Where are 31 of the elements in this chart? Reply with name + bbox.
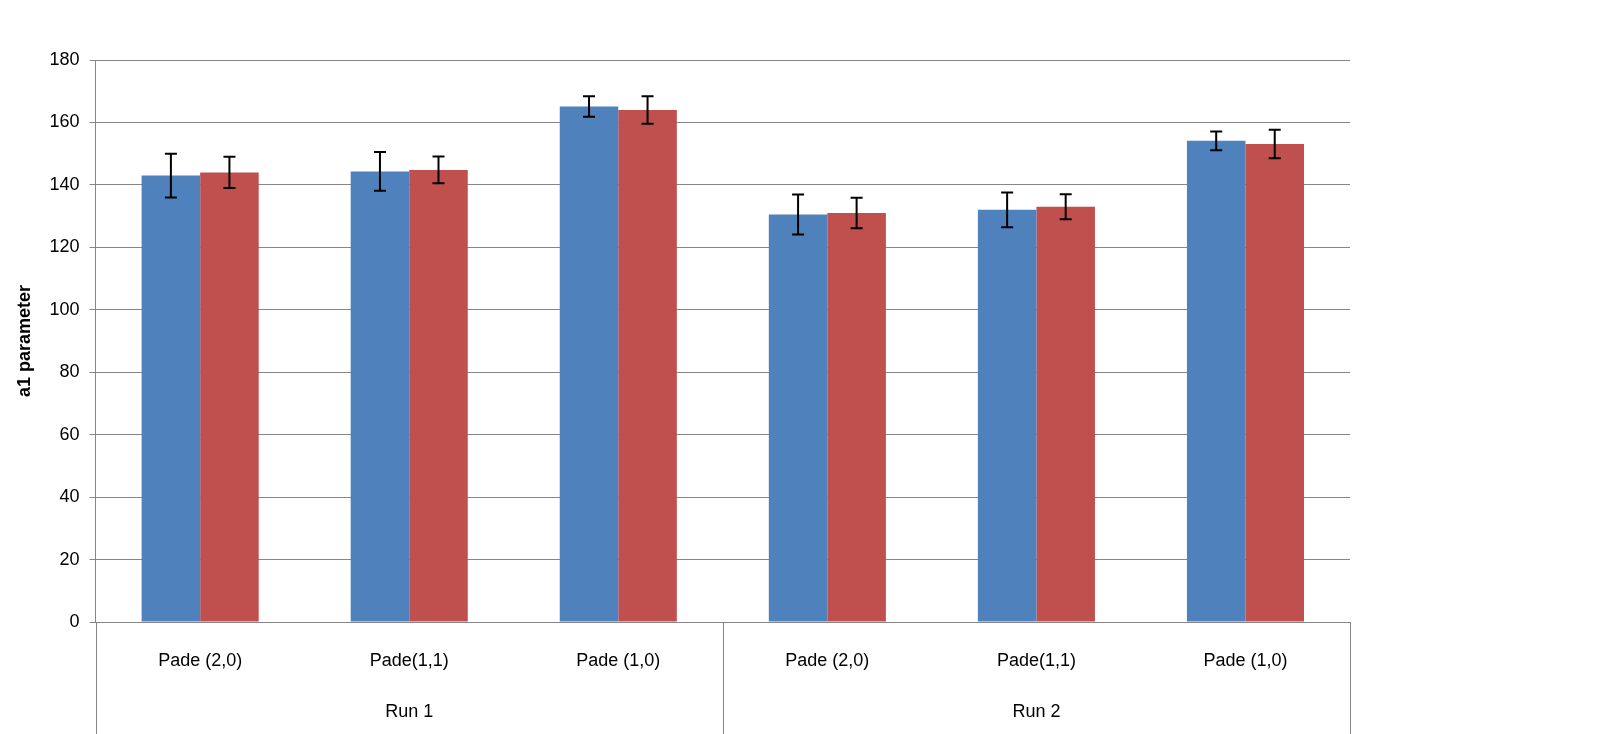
text: Run 1 bbox=[385, 700, 434, 721]
bar bbox=[141, 175, 201, 622]
bar bbox=[827, 212, 886, 622]
x-tick-label: Pade (1,0) bbox=[1203, 649, 1288, 670]
y-tick-label: 0 bbox=[69, 610, 80, 631]
y-tick-label: 160 bbox=[49, 111, 80, 132]
bar bbox=[1036, 206, 1095, 622]
x-tick-label: Pade (2,0) bbox=[158, 649, 243, 670]
y-tick-label: 60 bbox=[59, 423, 80, 444]
y-tick-label: 100 bbox=[49, 298, 80, 319]
bar bbox=[1245, 143, 1305, 622]
y-tick-label: 120 bbox=[49, 236, 80, 257]
y-tick-label: 180 bbox=[49, 48, 80, 69]
bar bbox=[559, 106, 619, 622]
bar bbox=[409, 169, 468, 622]
x-tick-label: Pade(1,1) bbox=[369, 649, 449, 670]
bar bbox=[350, 171, 410, 622]
x-tick-label: Pade (1,0) bbox=[576, 649, 661, 670]
y-tick-label: 20 bbox=[59, 548, 80, 569]
bar bbox=[1186, 140, 1246, 622]
x-tick-label: Pade (2,0) bbox=[785, 649, 870, 670]
y-axis-title: a1 parameter bbox=[13, 284, 34, 398]
bar bbox=[977, 209, 1037, 622]
x-tick-label: Pade(1,1) bbox=[996, 649, 1076, 670]
bar bbox=[768, 214, 828, 622]
y-tick-label: 80 bbox=[59, 361, 80, 382]
bar bbox=[200, 172, 259, 622]
y-tick-label: 40 bbox=[59, 486, 80, 507]
y-tick-label: 140 bbox=[49, 173, 80, 194]
bar bbox=[618, 109, 677, 622]
text: Run 2 bbox=[1012, 700, 1061, 721]
